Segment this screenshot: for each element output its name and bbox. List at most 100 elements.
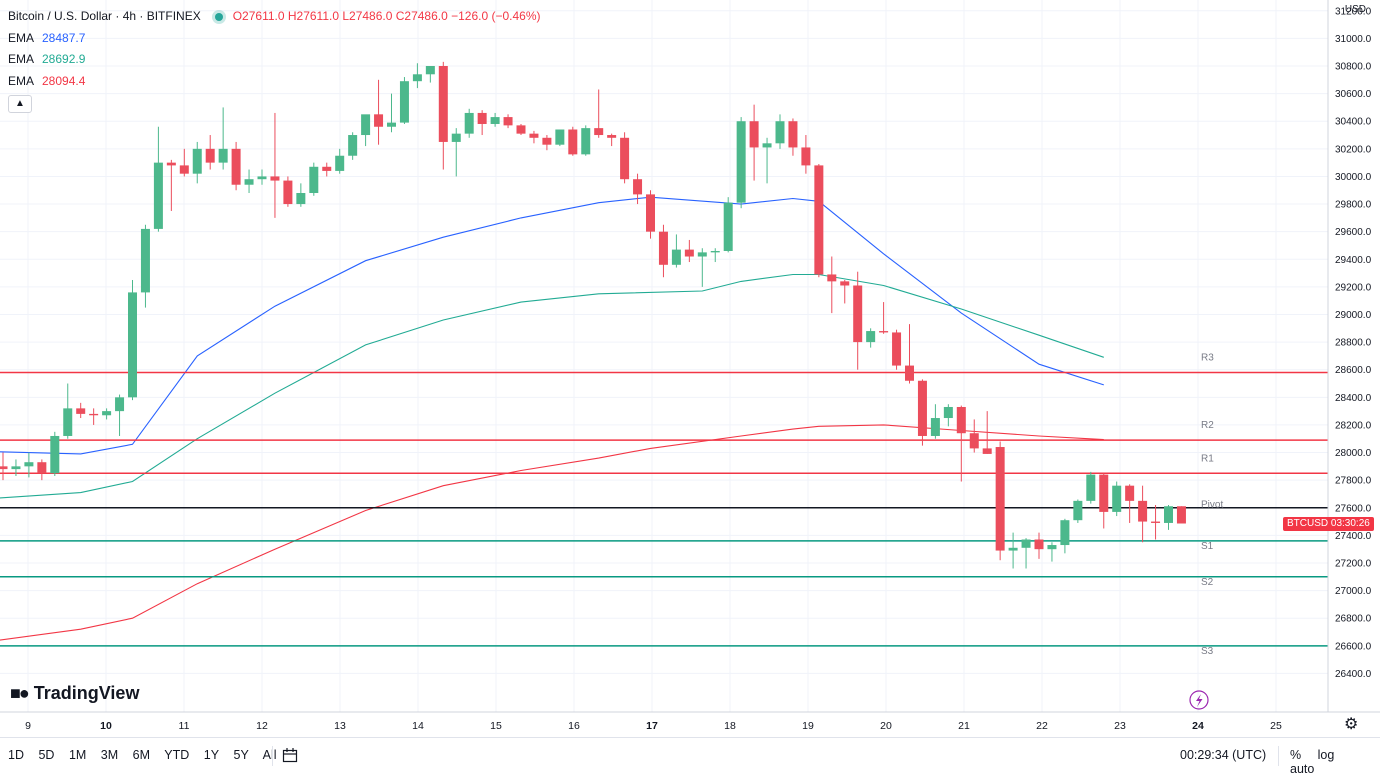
candle bbox=[1060, 518, 1070, 554]
candle bbox=[866, 328, 876, 348]
chevron-up-icon[interactable]: ▲ bbox=[8, 95, 32, 113]
candle bbox=[723, 197, 733, 253]
price-tick-label: 26400.0 bbox=[1335, 669, 1372, 680]
candle bbox=[425, 66, 435, 83]
log-scale-toggle[interactable]: log bbox=[1317, 748, 1335, 762]
price-tick-label: 26800.0 bbox=[1335, 614, 1372, 625]
ema-label: EMA bbox=[8, 73, 35, 88]
time-tick-label: 22 bbox=[1036, 720, 1048, 732]
candle bbox=[1021, 538, 1031, 569]
candle-body bbox=[516, 125, 526, 134]
candle bbox=[37, 459, 47, 481]
candle bbox=[374, 79, 384, 145]
price-axis[interactable]: 31200.0 31000.0 30800.0 30600.0 30400.0 30200… bbox=[1327, 0, 1372, 712]
candle bbox=[620, 132, 630, 184]
ema-legend-row[interactable]: EMA 28487.7 bbox=[8, 28, 541, 50]
market-status-icon bbox=[214, 12, 223, 21]
ema-label: EMA bbox=[8, 52, 35, 66]
candle-body bbox=[982, 448, 992, 454]
time-tick-label: 17 bbox=[646, 720, 658, 732]
ema-legend-row[interactable]: EMA 28692.9 bbox=[8, 49, 541, 71]
gear-icon[interactable]: ⚙ bbox=[1344, 716, 1359, 733]
auto-scale-toggle[interactable]: auto bbox=[1290, 762, 1315, 776]
range-5y-button[interactable]: 5Y bbox=[233, 748, 249, 762]
candle bbox=[710, 248, 720, 263]
price-tick-label: 30800.0 bbox=[1335, 62, 1372, 73]
candle bbox=[438, 61, 448, 170]
range-6m-button[interactable]: 6M bbox=[132, 748, 151, 762]
currency-label[interactable]: USD bbox=[1344, 4, 1366, 15]
candle bbox=[399, 77, 409, 124]
candle bbox=[762, 137, 772, 184]
candle-body bbox=[412, 74, 422, 82]
calendar-goto-icon[interactable] bbox=[282, 747, 298, 763]
candle-body bbox=[736, 121, 746, 203]
pivot-label-s3: S3 bbox=[1201, 646, 1214, 657]
price-tick-label: 30200.0 bbox=[1335, 144, 1372, 155]
time-tick-label: 21 bbox=[958, 720, 970, 732]
candle bbox=[166, 159, 176, 211]
candle bbox=[309, 162, 319, 196]
price-tick-label: 27600.0 bbox=[1335, 503, 1372, 514]
pivot-label-s1: S1 bbox=[1201, 541, 1214, 552]
symbol-title[interactable]: Bitcoin / U.S. Dollar · 4h · BITFINEX bbox=[8, 9, 201, 23]
candle bbox=[128, 279, 137, 401]
candle-body bbox=[646, 194, 655, 232]
time-tick-label: 24 bbox=[1192, 720, 1204, 732]
time-tick-label: 14 bbox=[412, 720, 424, 732]
tradingview-logo[interactable]: ■● TradingView bbox=[10, 683, 139, 704]
utc-clock[interactable]: 00:29:34 (UTC) bbox=[1180, 748, 1267, 762]
candle-body bbox=[620, 137, 630, 180]
candle bbox=[853, 271, 863, 370]
ema-label: EMA bbox=[8, 30, 35, 45]
candle bbox=[788, 118, 798, 156]
candle-body bbox=[814, 165, 824, 275]
candle bbox=[11, 459, 21, 477]
candle bbox=[917, 379, 927, 446]
candle bbox=[516, 123, 526, 136]
range-1d-button[interactable]: 1D bbox=[8, 748, 24, 762]
candle-body bbox=[762, 143, 772, 148]
candle-body bbox=[969, 433, 979, 449]
candle-body bbox=[943, 406, 953, 419]
candle-body bbox=[1021, 539, 1031, 548]
time-tick-label: 13 bbox=[334, 720, 346, 732]
range-ytd-button[interactable]: YTD bbox=[164, 748, 190, 762]
candle-body bbox=[555, 129, 565, 145]
candle bbox=[50, 431, 60, 477]
range-1y-button[interactable]: 1Y bbox=[203, 748, 220, 762]
ema-legend-row[interactable]: EMA 28094.4 bbox=[8, 71, 541, 93]
ema-line bbox=[0, 424, 1104, 641]
range-1m-button[interactable]: 1M bbox=[68, 748, 87, 762]
time-axis[interactable]: 9 10 11 12 13 14 15 16 17 18 19 20 21 22 23 24 25 bbox=[0, 711, 1380, 732]
candle-body bbox=[581, 128, 591, 155]
candle-body bbox=[1099, 474, 1109, 512]
candle bbox=[412, 63, 422, 89]
price-tick-label: 29800.0 bbox=[1335, 200, 1372, 211]
ema-value: 28094.4 bbox=[42, 73, 86, 88]
candle bbox=[658, 224, 668, 278]
candle-body bbox=[166, 162, 176, 166]
candle bbox=[1099, 473, 1109, 529]
candle bbox=[115, 394, 125, 436]
candle-body bbox=[399, 81, 409, 123]
scale-options: % log auto bbox=[1290, 748, 1380, 776]
time-tick-label: 18 bbox=[724, 720, 736, 732]
candle bbox=[296, 183, 306, 207]
candle-body bbox=[192, 148, 202, 174]
candle-body bbox=[1164, 506, 1173, 523]
range-3m-button[interactable]: 3M bbox=[100, 748, 119, 762]
price-tick-label: 30400.0 bbox=[1335, 117, 1372, 128]
ema-value: 28692.9 bbox=[42, 52, 86, 66]
lightning-icon[interactable] bbox=[1189, 690, 1209, 710]
range-all-button[interactable]: All bbox=[262, 748, 277, 762]
range-5d-button[interactable]: 5D bbox=[38, 748, 55, 762]
percent-scale-toggle[interactable]: % bbox=[1290, 748, 1302, 762]
candle-body bbox=[218, 148, 228, 163]
bottom-toolbar: 1D 5D 1M 3M 6M YTD 1Y 5Y All 00:29:34 (U… bbox=[0, 737, 1380, 777]
candle-body bbox=[309, 166, 319, 194]
candle bbox=[477, 110, 487, 136]
tradingview-mark-icon: ■● bbox=[10, 683, 30, 703]
candle-body bbox=[438, 66, 448, 142]
